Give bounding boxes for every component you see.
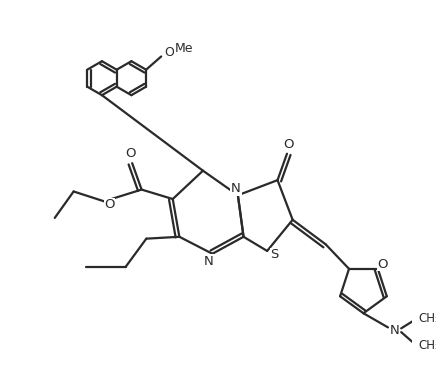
Text: O: O xyxy=(125,147,136,160)
Text: N: N xyxy=(390,324,399,337)
Text: CH₃: CH₃ xyxy=(419,339,436,352)
Text: O: O xyxy=(377,258,388,270)
Text: O: O xyxy=(283,138,294,151)
Text: N: N xyxy=(204,255,214,268)
Text: S: S xyxy=(270,248,279,261)
Text: CH₃: CH₃ xyxy=(419,312,436,326)
Text: N: N xyxy=(231,182,241,195)
Text: O: O xyxy=(104,198,115,211)
Text: Me: Me xyxy=(174,42,193,55)
Text: O: O xyxy=(164,46,174,59)
